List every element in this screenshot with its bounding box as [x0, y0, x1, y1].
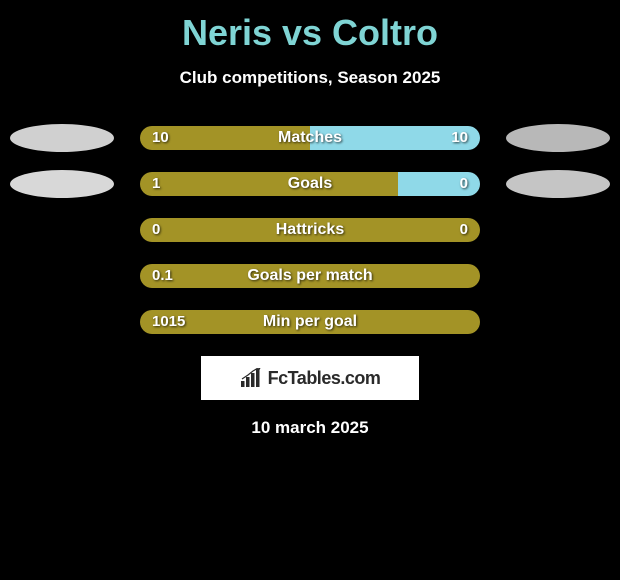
bar-track	[140, 264, 480, 288]
bar-track	[140, 172, 480, 196]
bar-track	[140, 218, 480, 242]
stats-container: Matches1010 Goals10 Hattricks00 Goals per m…	[0, 126, 620, 334]
bar-chart-icon	[240, 368, 264, 388]
bar-left	[140, 264, 480, 288]
stat-row: Hattricks00	[0, 218, 620, 242]
logo-box: FcTables.com	[201, 356, 419, 400]
bar-left	[140, 310, 480, 334]
team-badge-left	[10, 124, 114, 152]
logo-text: FcTables.com	[268, 368, 381, 389]
date-line: 10 march 2025	[0, 418, 620, 438]
bar-right	[398, 172, 480, 196]
bar-left	[140, 172, 398, 196]
bar-track	[140, 126, 480, 150]
stat-row: Goals per match0.1	[0, 264, 620, 288]
team-badge-left	[10, 170, 114, 198]
stat-row: Min per goal1015	[0, 310, 620, 334]
bar-left	[140, 218, 480, 242]
bar-track	[140, 310, 480, 334]
subtitle: Club competitions, Season 2025	[0, 68, 620, 88]
team-badge-right	[506, 170, 610, 198]
team-badge-right	[506, 124, 610, 152]
page-title: Neris vs Coltro	[0, 0, 620, 54]
stat-row: Matches1010	[0, 126, 620, 150]
bar-left	[140, 126, 310, 150]
bar-right	[310, 126, 480, 150]
logo: FcTables.com	[240, 368, 381, 389]
stat-row: Goals10	[0, 172, 620, 196]
